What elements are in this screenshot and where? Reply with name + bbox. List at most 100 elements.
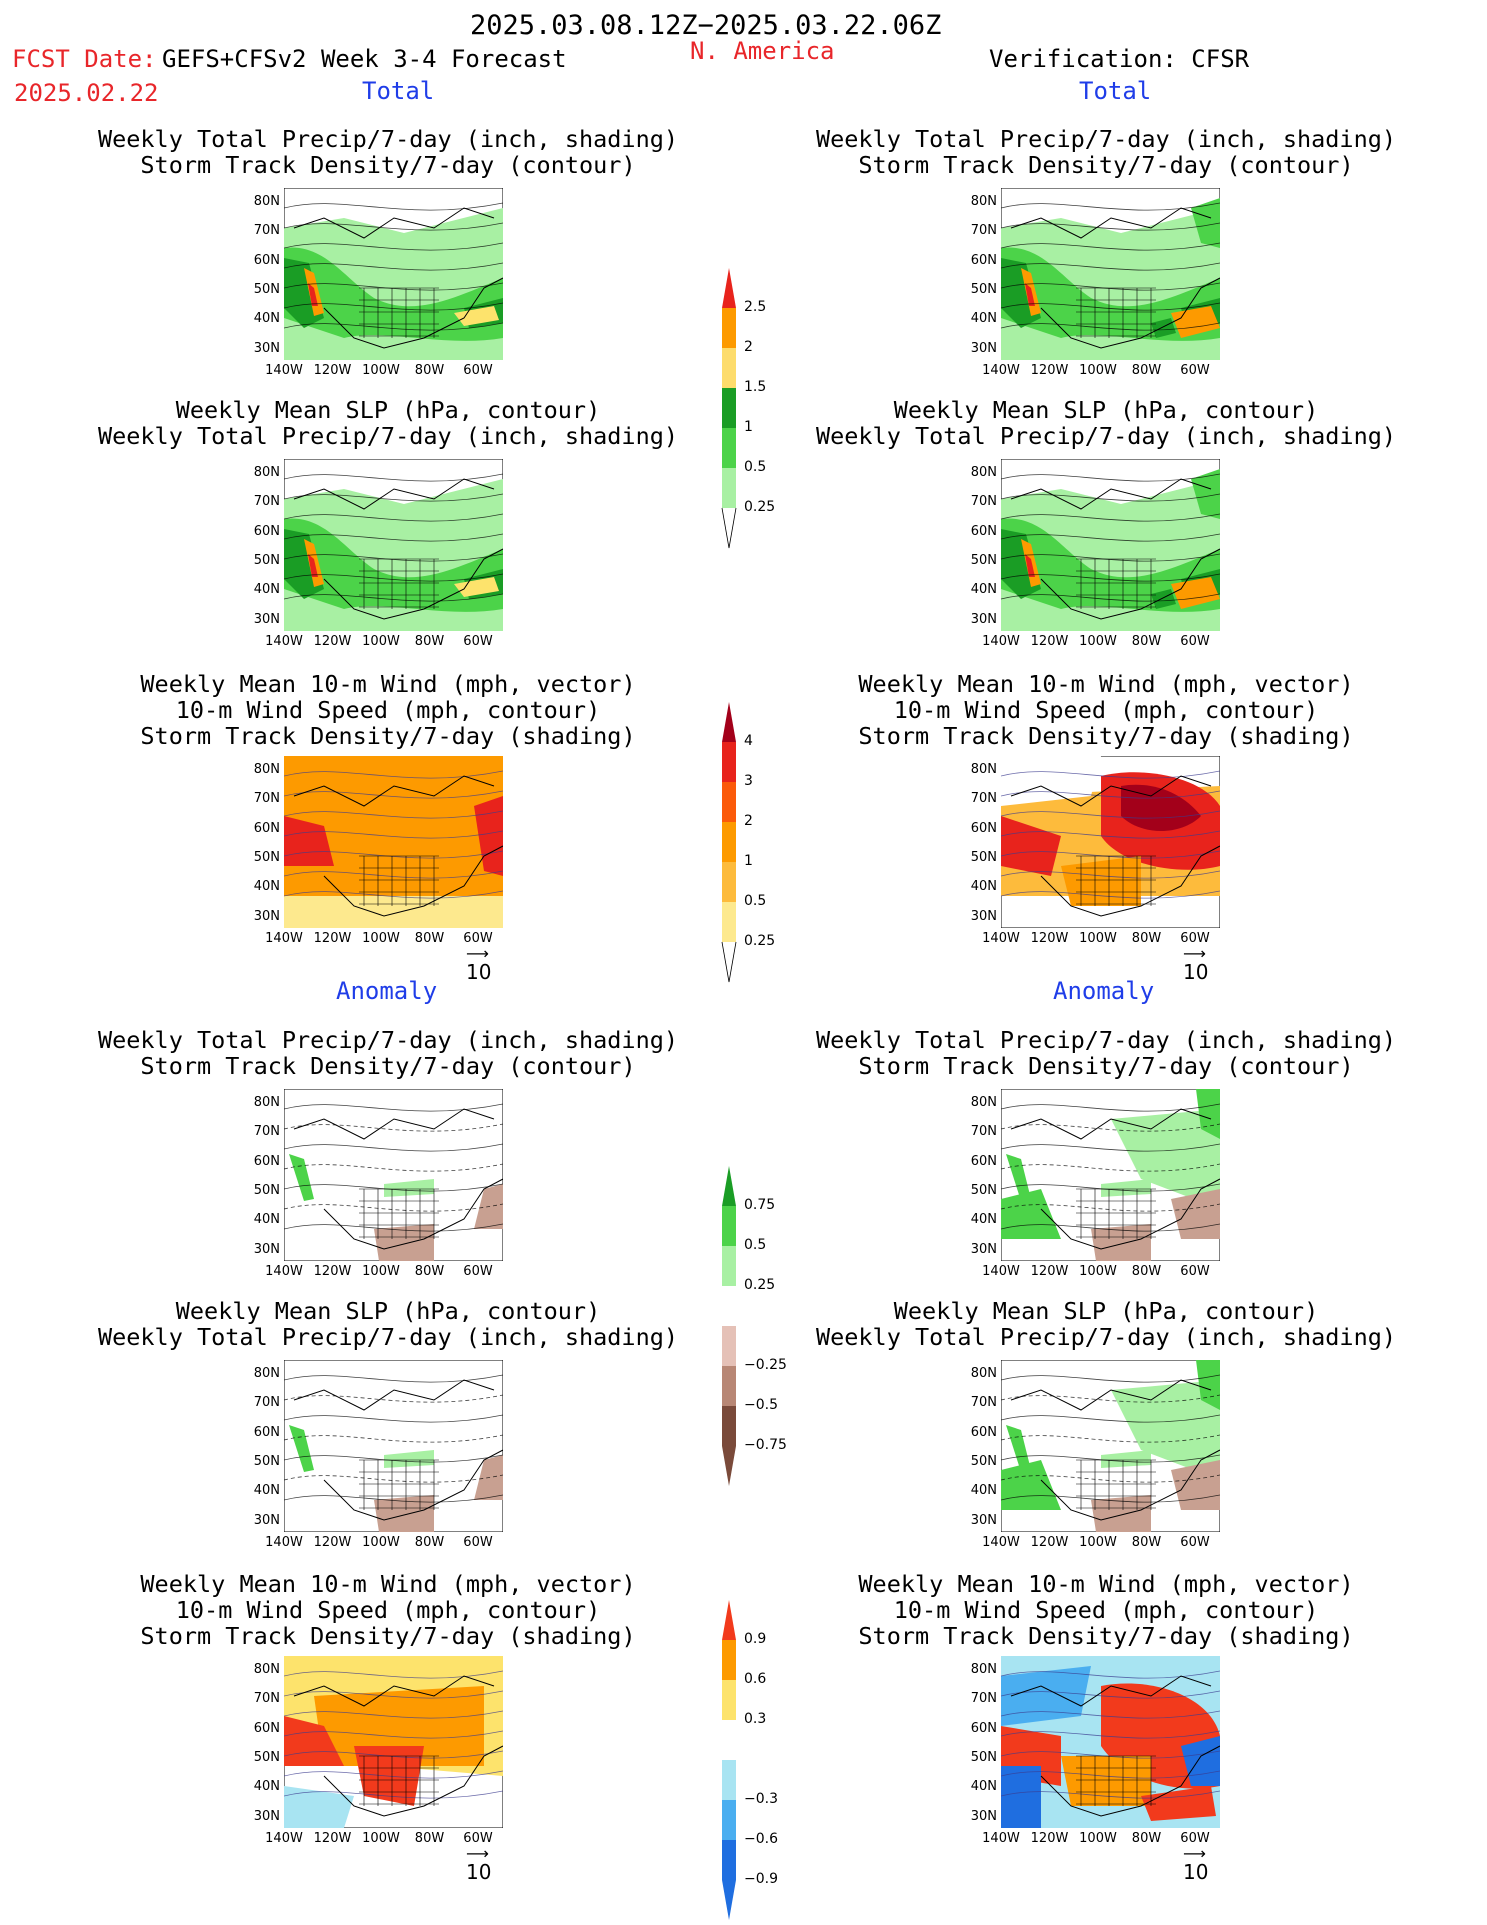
lon-tick-label: 80W (1131, 1264, 1162, 1279)
lat-tick-label: 50N (253, 1749, 280, 1765)
colorbar-tick-label: 2 (744, 339, 753, 355)
lat-tick-label: 40N (970, 1212, 997, 1228)
fcst-date: 2025.02.22 (14, 79, 159, 107)
lat-tick-label: 80N (970, 465, 997, 480)
panel-title-line: Weekly Mean SLP (hPa, contour) (175, 1297, 601, 1325)
lon-tick-label: 100W (362, 931, 400, 946)
colorbar-tick-label: 0.3 (744, 1711, 767, 1727)
lat-tick-label: 60N (253, 820, 280, 836)
lat-tick-label: 40N (253, 1483, 280, 1499)
panel-title-line: Storm Track Density/7-day (contour) (140, 151, 636, 179)
lat-tick-label: 30N (970, 611, 997, 627)
lon-tick-label: 80W (414, 1264, 445, 1279)
panel-title-line: Weekly Total Precip/7-day (inch, shading… (815, 125, 1397, 153)
lat-tick-label: 30N (253, 1808, 280, 1824)
vector-arrow-icon: ⟶ (1183, 1844, 1206, 1863)
lon-tick-label: 120W (313, 634, 352, 649)
map-panel (1001, 459, 1220, 631)
map-panel (1001, 1360, 1220, 1532)
section-anomaly-left: Anomaly (336, 977, 438, 1005)
lon-tick-label: 140W (265, 634, 303, 649)
lat-tick-label: 50N (970, 1453, 997, 1469)
lat-tick-label: 50N (253, 849, 280, 865)
lat-tick-label: 60N (253, 1153, 280, 1169)
lon-tick-label: 140W (265, 363, 303, 378)
colorbar-tick-label: 2.5 (744, 299, 767, 315)
period-title: 2025.03.08.12Z−2025.03.22.06Z (470, 10, 942, 41)
lat-tick-label: 70N (970, 1395, 997, 1411)
colorbar-tick-label: −0.75 (744, 1437, 787, 1453)
colorbar-tick-label: −0.3 (744, 1791, 778, 1807)
lon-tick-label: 120W (313, 1831, 352, 1846)
vector-arrow-icon: ⟶ (466, 1844, 489, 1863)
lon-tick-label: 120W (313, 363, 352, 378)
lon-tick-label: 80W (414, 1535, 445, 1550)
panel-title: Weekly Mean SLP (hPa, contour) Weekly Tot… (756, 397, 1456, 449)
panel-title: Weekly Mean SLP (hPa, contour) Weekly Tot… (38, 397, 738, 449)
panel-title: Weekly Mean SLP (hPa, contour) Weekly Tot… (756, 1298, 1456, 1350)
panel-title-line: Weekly Total Precip/7-day (inch, shading… (97, 1026, 679, 1054)
lat-tick-label: 40N (970, 1779, 997, 1795)
lon-tick-label: 80W (1131, 931, 1162, 946)
lon-tick-label: 60W (1180, 1264, 1210, 1279)
colorbar-tick-label: 2 (744, 813, 753, 829)
lon-tick-label: 80W (414, 931, 445, 946)
lat-tick-label: 60N (253, 1424, 280, 1440)
lat-tick-label: 40N (970, 311, 997, 327)
panel-title: Weekly Mean 10-m Wind (mph, vector) 10-m … (756, 1571, 1456, 1649)
lat-tick-label: 30N (253, 1512, 280, 1528)
lon-tick-label: 80W (414, 363, 445, 378)
panel-title-line: Weekly Mean SLP (hPa, contour) (893, 1297, 1319, 1325)
lon-tick-label: 140W (265, 931, 303, 946)
lat-tick-label: 50N (970, 281, 997, 297)
panel-title: Weekly Total Precip/7-day (inch, shading… (38, 126, 738, 178)
lat-tick-label: 70N (970, 494, 997, 510)
map-panel (1001, 188, 1220, 360)
lat-tick-label: 60N (253, 252, 280, 268)
map-panel (284, 1360, 503, 1532)
vector-scale: ⟶ 10 (1183, 1844, 1209, 1885)
lon-tick-label: 120W (1030, 363, 1069, 378)
lon-tick-label: 60W (463, 634, 493, 649)
panel-title-line: Weekly Mean 10-m Wind (mph, vector) (858, 670, 1354, 698)
lon-tick-label: 100W (362, 1535, 400, 1550)
lon-tick-label: 100W (362, 634, 400, 649)
lat-tick-label: 60N (253, 1720, 280, 1736)
lat-tick-label: 70N (253, 1124, 280, 1140)
colorbar-tick-label: 3 (744, 773, 753, 789)
lat-tick-label: 70N (253, 1395, 280, 1411)
panel-title-line: Weekly Mean SLP (hPa, contour) (175, 396, 601, 424)
panel-title-line: Storm Track Density/7-day (contour) (858, 151, 1354, 179)
verification-label: Verification: CFSR (989, 45, 1250, 73)
lat-tick-label: 40N (253, 582, 280, 598)
vector-arrow-icon: ⟶ (1183, 944, 1206, 963)
colorbar-tick-label: 0.5 (744, 459, 767, 475)
panel-title-line: Storm Track Density/7-day (contour) (858, 1052, 1354, 1080)
lat-tick-label: 30N (970, 340, 997, 356)
map-panel (284, 1089, 503, 1261)
vector-scale-value: 10 (1183, 1860, 1209, 1884)
panel-title-line: 10-m Wind Speed (mph, contour) (175, 1596, 601, 1624)
lon-tick-label: 60W (1180, 634, 1210, 649)
lat-tick-label: 40N (253, 879, 280, 895)
lon-tick-label: 100W (1079, 931, 1117, 946)
section-anomaly-right: Anomaly (1053, 977, 1155, 1005)
lat-tick-label: 80N (253, 762, 280, 777)
lat-tick-label: 40N (253, 1779, 280, 1795)
colorbar-tick-label: −0.25 (744, 1357, 787, 1373)
lat-tick-label: 30N (970, 1512, 997, 1528)
lat-tick-label: 70N (253, 494, 280, 510)
lat-tick-label: 60N (253, 523, 280, 539)
colorbar-tick-label: 0.25 (744, 1277, 776, 1293)
lat-tick-label: 70N (253, 1691, 280, 1707)
colorbar-tick-label: 0.25 (744, 933, 776, 949)
lat-tick-label: 50N (970, 849, 997, 865)
lat-tick-label: 60N (970, 1720, 997, 1736)
colorbar-tick-label: 0.5 (744, 1237, 767, 1253)
lat-tick-label: 80N (970, 762, 997, 777)
panel-title-line: Weekly Mean 10-m Wind (mph, vector) (140, 1570, 636, 1598)
panel-title: Weekly Total Precip/7-day (inch, shading… (756, 1027, 1456, 1079)
lon-tick-label: 140W (265, 1264, 303, 1279)
lon-tick-label: 120W (1030, 1831, 1069, 1846)
lon-tick-label: 120W (1030, 931, 1069, 946)
